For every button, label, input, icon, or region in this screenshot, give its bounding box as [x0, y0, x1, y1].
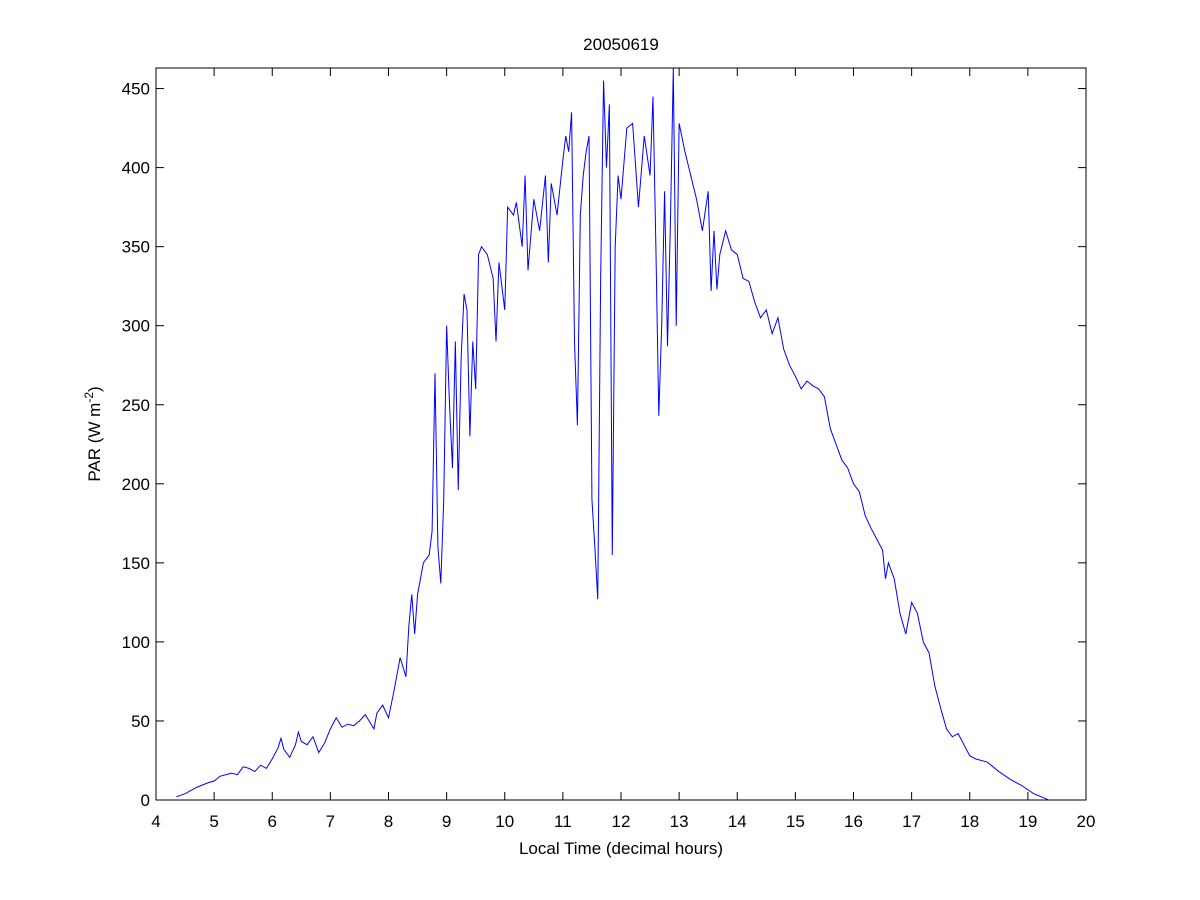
y-axis-label-end: ) [85, 386, 104, 392]
x-tick-label: 14 [728, 812, 747, 831]
y-tick-label: 400 [122, 159, 150, 178]
x-tick-label: 6 [268, 812, 277, 831]
y-tick-label: 100 [122, 633, 150, 652]
x-tick-label: 12 [612, 812, 631, 831]
y-tick-label: 0 [141, 791, 150, 810]
y-axis-label-superscript: -2 [82, 392, 96, 403]
x-tick-label: 19 [1018, 812, 1037, 831]
y-tick-label: 350 [122, 238, 150, 257]
x-tick-label: 18 [960, 812, 979, 831]
x-tick-label: 5 [209, 812, 218, 831]
y-tick-label: 250 [122, 396, 150, 415]
x-tick-label: 17 [902, 812, 921, 831]
y-tick-label: 200 [122, 475, 150, 494]
y-axis-label: PAR (W m-2) [82, 386, 104, 481]
data-line [176, 67, 1049, 801]
x-tick-label: 20 [1077, 812, 1096, 831]
x-axis-label: Local Time (decimal hours) [519, 839, 723, 858]
x-tick-label: 8 [384, 812, 393, 831]
x-tick-label: 10 [495, 812, 514, 831]
x-tick-label: 4 [151, 812, 160, 831]
x-tick-label: 15 [786, 812, 805, 831]
chart-title: 20050619 [583, 35, 659, 54]
x-tick-label: 7 [326, 812, 335, 831]
y-axis-label-text: PAR (W m [85, 403, 104, 482]
x-tick-label: 13 [670, 812, 689, 831]
x-tick-label: 11 [554, 812, 572, 831]
y-tick-label: 450 [122, 80, 150, 99]
y-tick-label: 150 [122, 554, 150, 573]
y-tick-label: 50 [131, 712, 150, 731]
x-tick-label: 9 [442, 812, 451, 831]
x-tick-label: 16 [844, 812, 863, 831]
y-tick-label: 300 [122, 317, 150, 336]
